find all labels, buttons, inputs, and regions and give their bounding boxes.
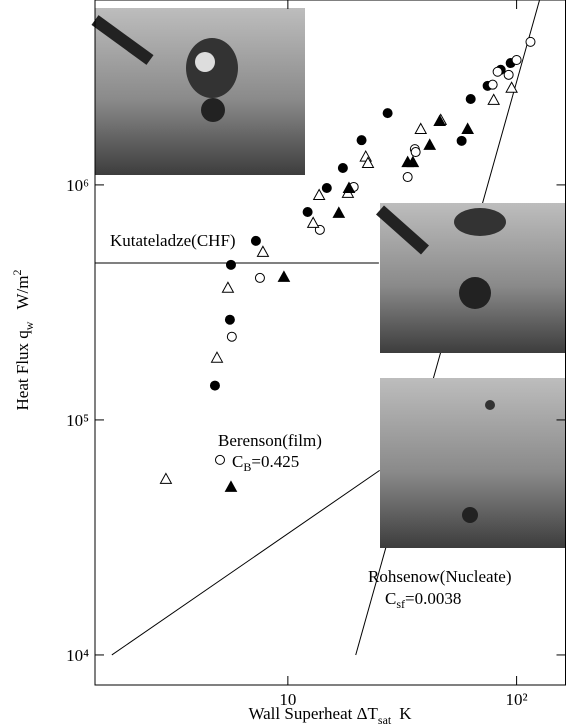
y-tick-label: 10⁵ bbox=[66, 411, 89, 430]
label-part: w bbox=[22, 321, 36, 330]
point bbox=[221, 281, 235, 293]
label-part: Wall Superheat ΔT bbox=[248, 704, 378, 723]
label-part: Heat Flux q bbox=[13, 330, 32, 411]
photo bbox=[380, 378, 566, 548]
point bbox=[410, 147, 421, 158]
y-tick-label: 10⁶ bbox=[66, 176, 89, 195]
point bbox=[224, 480, 238, 492]
annotation: Csf=0.0038 bbox=[385, 589, 461, 611]
annotation-part: sf bbox=[396, 597, 405, 611]
point bbox=[209, 380, 220, 391]
point bbox=[312, 188, 326, 200]
annotation: CB=0.425 bbox=[232, 452, 299, 474]
point bbox=[461, 122, 475, 134]
annotation: Rohsenow(Nucleate) bbox=[368, 567, 512, 586]
label-part: W/m bbox=[13, 276, 32, 310]
point bbox=[525, 36, 536, 47]
points bbox=[159, 36, 536, 492]
annotation-part: C bbox=[232, 452, 243, 471]
annotation-part: =0.0038 bbox=[405, 589, 461, 608]
point bbox=[356, 135, 367, 146]
point bbox=[254, 272, 265, 283]
point bbox=[256, 245, 270, 257]
point bbox=[503, 69, 514, 80]
point bbox=[414, 122, 428, 134]
axes: 10 10² 10⁴ 10⁵ 10⁶ bbox=[66, 0, 566, 709]
point bbox=[433, 114, 447, 127]
point bbox=[159, 472, 173, 484]
label-part: 2 bbox=[10, 270, 24, 276]
point bbox=[332, 206, 346, 218]
point bbox=[492, 66, 503, 77]
point bbox=[423, 138, 437, 150]
point bbox=[214, 454, 225, 465]
photo bbox=[91, 8, 305, 175]
point bbox=[487, 93, 501, 105]
point bbox=[342, 181, 356, 194]
point bbox=[321, 183, 332, 194]
point bbox=[250, 235, 261, 246]
point bbox=[361, 156, 375, 168]
point bbox=[456, 135, 467, 146]
photo bbox=[376, 203, 566, 353]
point bbox=[302, 206, 313, 217]
point bbox=[337, 163, 348, 174]
photos bbox=[91, 8, 566, 548]
point bbox=[225, 259, 236, 270]
annotation: Berenson(film) bbox=[218, 431, 322, 450]
point bbox=[226, 331, 237, 342]
point bbox=[406, 155, 420, 168]
point bbox=[465, 94, 476, 105]
point bbox=[306, 216, 320, 228]
label-part: sat bbox=[378, 713, 392, 727]
point bbox=[511, 54, 522, 65]
x-tick-label: 10 bbox=[279, 690, 296, 709]
point bbox=[382, 108, 393, 119]
annotation-part: =0.425 bbox=[251, 452, 299, 471]
model-line bbox=[111, 469, 380, 656]
annotation-part: B bbox=[243, 460, 251, 474]
y-axis-label: Heat Flux qw W/m2 bbox=[10, 270, 36, 411]
annotation-part: C bbox=[385, 589, 396, 608]
point bbox=[277, 270, 291, 282]
x-axis-label: Wall Superheat ΔTsat K bbox=[248, 704, 412, 727]
point bbox=[487, 79, 498, 90]
label-part: K bbox=[399, 704, 412, 723]
point bbox=[210, 351, 224, 363]
point bbox=[402, 172, 413, 183]
point bbox=[505, 81, 518, 93]
point bbox=[224, 314, 235, 325]
annotation: Kutateladze(CHF) bbox=[110, 231, 236, 250]
y-tick-label: 10⁴ bbox=[66, 646, 89, 665]
x-tick-label: 10² bbox=[506, 690, 528, 709]
